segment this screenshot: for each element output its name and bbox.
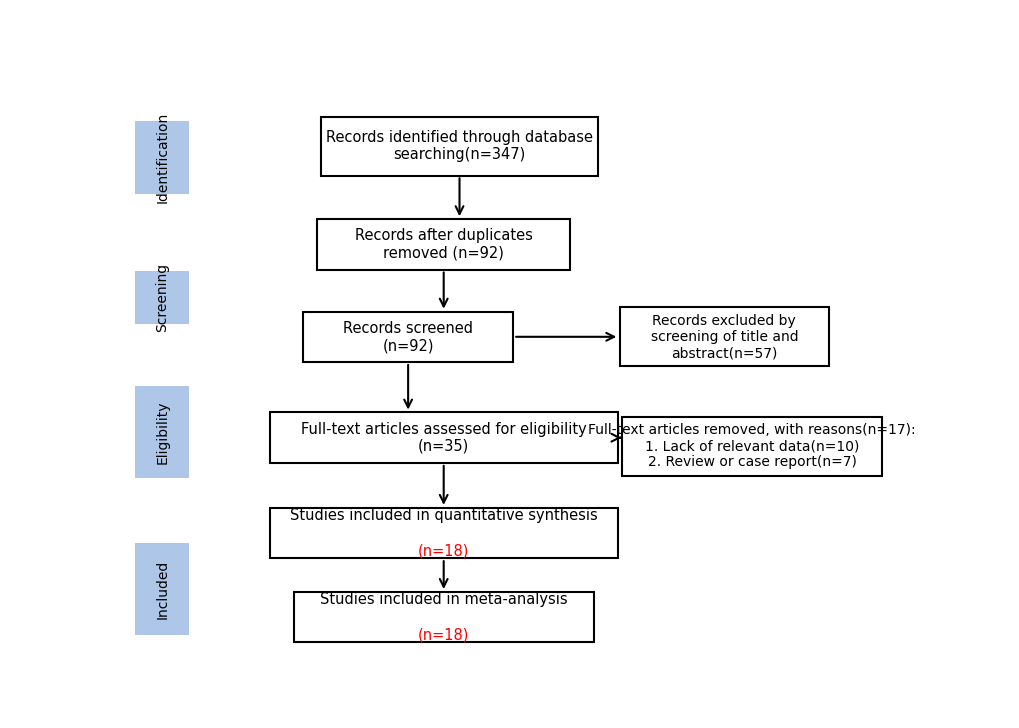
Text: Full-text articles assessed for eligibility
(n=35): Full-text articles assessed for eligibil… [301, 422, 586, 454]
Text: Full-text articles removed, with reasons(n=17):
1. Lack of relevant data(n=10)
2: Full-text articles removed, with reasons… [588, 423, 915, 470]
FancyBboxPatch shape [269, 508, 618, 558]
Text: Records excluded by
screening of title and
abstract(n=57): Records excluded by screening of title a… [650, 314, 797, 360]
FancyBboxPatch shape [621, 416, 881, 475]
Text: Studies included in quantitative synthesis: Studies included in quantitative synthes… [289, 508, 597, 523]
Text: (n=18): (n=18) [418, 543, 469, 558]
Text: Records screened
(n=92): Records screened (n=92) [342, 320, 473, 353]
FancyBboxPatch shape [269, 413, 618, 463]
Text: Identification: Identification [155, 112, 169, 203]
FancyBboxPatch shape [293, 592, 593, 642]
Text: Records after duplicates
removed (n=92): Records after duplicates removed (n=92) [355, 228, 532, 261]
Text: Included: Included [155, 559, 169, 619]
Text: Eligibility: Eligibility [155, 400, 169, 464]
FancyBboxPatch shape [321, 116, 597, 175]
FancyBboxPatch shape [136, 386, 189, 478]
Text: Records identified through database
searching(n=347): Records identified through database sear… [326, 130, 592, 162]
FancyBboxPatch shape [619, 307, 828, 366]
Text: Screening: Screening [155, 263, 169, 332]
FancyBboxPatch shape [136, 271, 189, 324]
FancyBboxPatch shape [317, 219, 570, 269]
FancyBboxPatch shape [136, 543, 189, 636]
FancyBboxPatch shape [136, 121, 189, 194]
Text: Studies included in meta-analysis: Studies included in meta-analysis [320, 592, 567, 607]
Text: (n=18): (n=18) [418, 628, 469, 642]
FancyBboxPatch shape [303, 312, 513, 362]
